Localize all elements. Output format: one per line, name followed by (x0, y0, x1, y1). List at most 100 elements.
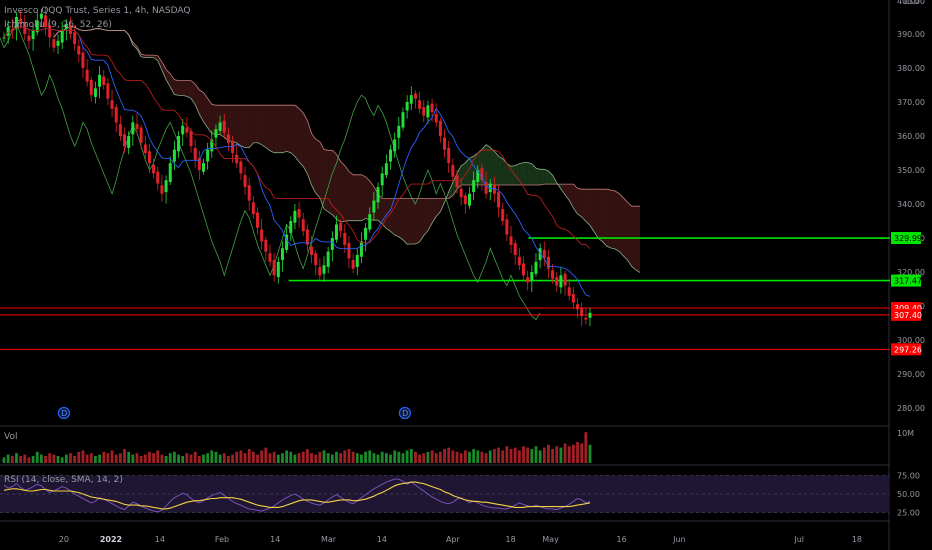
time-tick-label: Jul (793, 535, 804, 544)
rsi-label: RSI (14, close, SMA, 14, 2) (4, 475, 123, 485)
candle-body (314, 253, 318, 266)
price-tick-label: 320.00 (897, 268, 925, 277)
candle-body (546, 256, 550, 269)
volume-bar (52, 454, 56, 463)
cloud-segment (423, 198, 428, 236)
candle-body (35, 20, 39, 33)
volume-bar (135, 453, 139, 463)
candle-body (530, 272, 534, 281)
volume-bar (430, 450, 434, 463)
symbol-legend[interactable]: Invesco QQQ Trust, Series 1, 4h, NASDAQ (4, 6, 190, 16)
candle-body (143, 144, 147, 153)
indicator-legend[interactable]: Ichimoku (9, 26, 52, 26) (4, 20, 112, 30)
volume-bar (567, 446, 571, 463)
volume-bar (476, 450, 480, 463)
cloud-segment (523, 162, 528, 185)
cloud-segment (448, 182, 453, 199)
volume-bar (472, 449, 476, 463)
cloud-segment (544, 169, 549, 185)
volume-bar (64, 454, 68, 463)
cloud-segment (402, 198, 408, 245)
rsi-legend[interactable]: RSI (14, close, SMA, 14, 2) (4, 475, 123, 485)
candle-body (318, 266, 322, 276)
volume-bar (247, 449, 251, 463)
candle-body (447, 147, 451, 164)
volume-bar (480, 451, 484, 463)
price-tag-label: 309.40 (894, 304, 922, 313)
volume-bar (451, 450, 455, 463)
cloud-segment (440, 198, 445, 212)
volume-bar (202, 454, 205, 463)
candle-body (247, 185, 251, 201)
volume-bar (210, 450, 214, 463)
price-tick-label: 280.00 (897, 404, 925, 413)
time-tick-label: 18 (852, 535, 862, 544)
cloud-segment (610, 190, 615, 249)
candle-body (484, 181, 488, 194)
candle-body (64, 23, 68, 29)
cloud-segment (340, 161, 345, 223)
rsi-tick-label: 75.00 (897, 471, 920, 480)
candle-body (206, 149, 210, 162)
candle-body (330, 238, 334, 250)
candle-body (106, 83, 110, 99)
volume-bar (197, 456, 201, 463)
dividend-marker (398, 406, 412, 420)
volume-bar (547, 444, 550, 463)
volume-bar (530, 449, 534, 463)
cloud-segment (598, 189, 603, 242)
candle-body (368, 214, 372, 230)
candle-body (6, 27, 10, 36)
candle-body (280, 248, 284, 261)
price-tag (891, 308, 921, 321)
volume-bar (443, 449, 446, 463)
cloud-segment (253, 105, 258, 143)
volume-bar (19, 456, 23, 463)
volume-bar (364, 451, 367, 463)
volume-bar (235, 451, 239, 463)
volume-bar (347, 449, 351, 463)
candle-body (172, 149, 176, 162)
volume-bar (513, 447, 517, 463)
cloud-segment (336, 154, 341, 223)
volume-legend[interactable]: Vol (4, 432, 17, 442)
time-tick-label: May (542, 535, 559, 544)
volume-bar (69, 453, 72, 463)
candle-body (567, 287, 571, 296)
symbol-line: Invesco QQQ Trust, Series 1, 4h, NASDAQ (4, 6, 191, 16)
volume-bar (193, 451, 197, 463)
cloud-segment (315, 139, 320, 198)
volume-bar (251, 451, 255, 463)
volume-bar (276, 454, 280, 463)
cloud-segment (290, 105, 295, 157)
cloud-segment (157, 55, 162, 71)
volume-bar (148, 451, 151, 463)
cloud-segment (519, 162, 524, 185)
cloud-segment (261, 105, 266, 148)
cloud-segment (348, 171, 354, 221)
cloud-segment (515, 163, 520, 185)
volume-bar (534, 446, 538, 463)
candle-body (193, 147, 197, 160)
cloud-segment (170, 73, 175, 95)
candle-body (239, 161, 243, 174)
price-tag-label: 329.99 (894, 234, 922, 243)
cloud-segment (461, 162, 466, 185)
candle-body (339, 222, 343, 232)
rsi-tick-label: 25.00 (897, 509, 920, 518)
volume-bar (222, 453, 226, 463)
volume-bar (501, 450, 505, 463)
volume-bar (310, 453, 313, 463)
cloud-segment (269, 105, 275, 153)
cloud-segment (153, 55, 158, 61)
candle-body (310, 246, 314, 255)
candle-body (422, 107, 426, 116)
volume-bar (339, 453, 343, 463)
candle-body (438, 120, 442, 136)
volume-bar (455, 451, 459, 463)
volume-bar (314, 454, 318, 463)
price-tick-label: 380.00 (897, 64, 925, 73)
candle-body (164, 180, 168, 193)
volume-bar (447, 447, 451, 463)
